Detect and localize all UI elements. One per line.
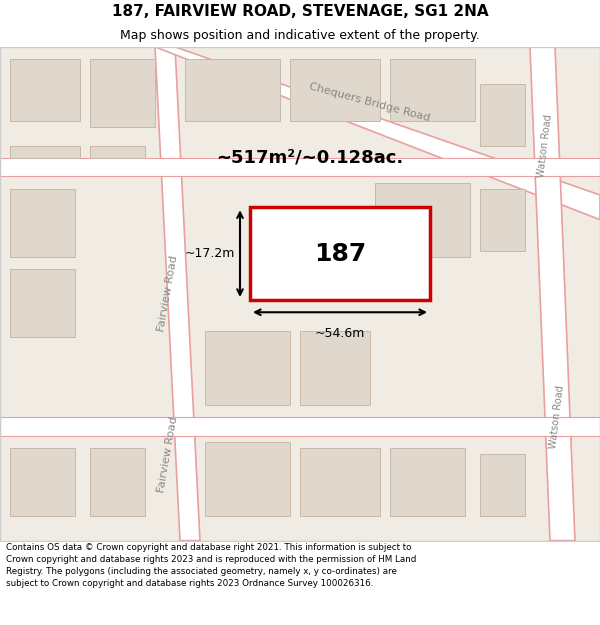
Polygon shape [480,84,525,146]
Polygon shape [185,59,280,121]
Polygon shape [0,158,600,176]
Text: 187: 187 [314,242,366,266]
Text: Watson Road: Watson Road [548,385,566,449]
Text: ~17.2m: ~17.2m [185,247,235,260]
Polygon shape [390,59,475,121]
Text: Chequers Bridge Road: Chequers Bridge Road [308,81,431,123]
Polygon shape [290,59,380,121]
Polygon shape [10,146,80,158]
Bar [250,208,430,300]
Polygon shape [300,448,380,516]
Text: Contains OS data © Crown copyright and database right 2021. This information is : Contains OS data © Crown copyright and d… [6,543,416,588]
Polygon shape [10,448,75,516]
Polygon shape [90,448,145,516]
Text: ~54.6m: ~54.6m [315,327,365,340]
Polygon shape [10,189,75,257]
Text: Fairview Road: Fairview Road [157,255,179,332]
Polygon shape [90,59,155,127]
Polygon shape [530,47,575,541]
Polygon shape [480,454,525,516]
Polygon shape [390,448,465,516]
Polygon shape [155,47,200,541]
Text: Map shows position and indicative extent of the property.: Map shows position and indicative extent… [120,29,480,42]
Polygon shape [0,418,600,436]
Polygon shape [205,442,290,516]
Polygon shape [300,331,370,405]
Polygon shape [480,189,525,251]
Polygon shape [10,269,75,337]
Polygon shape [375,182,470,257]
Text: 187, FAIRVIEW ROAD, STEVENAGE, SG1 2NA: 187, FAIRVIEW ROAD, STEVENAGE, SG1 2NA [112,4,488,19]
Polygon shape [10,59,80,121]
Polygon shape [90,146,145,158]
Polygon shape [205,331,290,405]
Text: Fairview Road: Fairview Road [157,415,179,493]
Text: ~517m²/~0.128ac.: ~517m²/~0.128ac. [217,149,404,167]
Polygon shape [155,47,600,219]
Text: Watson Road: Watson Road [536,113,554,178]
